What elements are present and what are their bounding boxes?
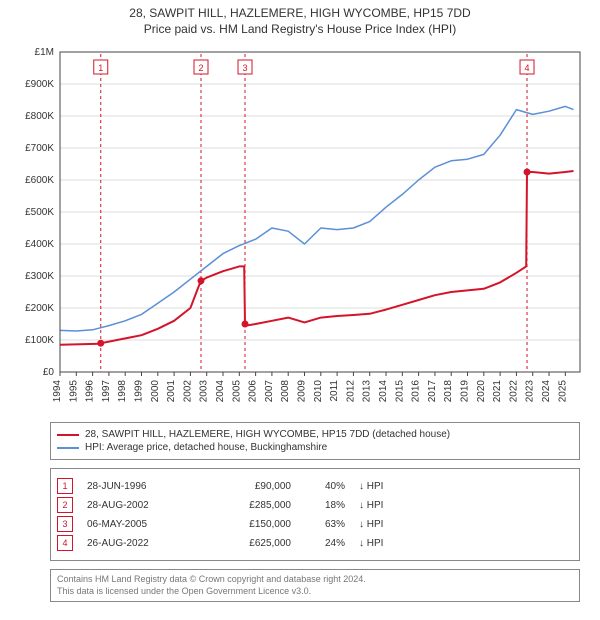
transaction-row: 1 28-JUN-1996 £90,000 40% ↓ HPI [57, 478, 573, 494]
transactions-box: 1 28-JUN-1996 £90,000 40% ↓ HPI 2 28-AUG-2002 £… [50, 468, 580, 561]
transaction-direction: ↓ HPI [359, 481, 409, 492]
svg-text:2004: 2004 [215, 380, 226, 403]
svg-text:£600K: £600K [25, 175, 54, 186]
svg-text:2016: 2016 [411, 380, 422, 403]
legend-swatch [57, 447, 79, 449]
legend-label: HPI: Average price, detached house, Buck… [85, 442, 327, 453]
svg-text:2001: 2001 [166, 380, 177, 403]
footer-line2: This data is licensed under the Open Gov… [57, 586, 573, 598]
title-subtitle: Price paid vs. HM Land Registry's House … [10, 22, 590, 36]
svg-text:1997: 1997 [101, 380, 112, 403]
transaction-price: £285,000 [211, 500, 291, 511]
svg-text:2008: 2008 [280, 380, 291, 403]
transaction-pct: 18% [305, 500, 345, 511]
legend: 28, SAWPIT HILL, HAZLEMERE, HIGH WYCOMBE… [50, 422, 580, 460]
transaction-price: £625,000 [211, 538, 291, 549]
svg-text:2019: 2019 [460, 380, 471, 403]
svg-text:£200K: £200K [25, 303, 54, 314]
svg-text:4: 4 [525, 63, 530, 73]
svg-text:1: 1 [98, 63, 103, 73]
svg-text:2022: 2022 [508, 380, 519, 403]
transaction-direction: ↓ HPI [359, 538, 409, 549]
svg-text:2007: 2007 [264, 380, 275, 403]
svg-text:2009: 2009 [297, 380, 308, 403]
title-address: 28, SAWPIT HILL, HAZLEMERE, HIGH WYCOMBE… [10, 6, 590, 20]
svg-text:2017: 2017 [427, 380, 438, 403]
svg-text:£300K: £300K [25, 271, 54, 282]
svg-text:2006: 2006 [248, 380, 259, 403]
legend-label: 28, SAWPIT HILL, HAZLEMERE, HIGH WYCOMBE… [85, 429, 450, 440]
transaction-marker: 3 [57, 516, 73, 532]
legend-item: 28, SAWPIT HILL, HAZLEMERE, HIGH WYCOMBE… [57, 429, 573, 440]
svg-text:£400K: £400K [25, 239, 54, 250]
transaction-pct: 63% [305, 519, 345, 530]
svg-text:£100K: £100K [25, 335, 54, 346]
transaction-row: 2 28-AUG-2002 £285,000 18% ↓ HPI [57, 497, 573, 513]
svg-text:2003: 2003 [199, 380, 210, 403]
svg-text:£1M: £1M [35, 47, 54, 58]
svg-text:2013: 2013 [362, 380, 373, 403]
transaction-date: 28-JUN-1996 [87, 481, 197, 492]
svg-text:2018: 2018 [443, 380, 454, 403]
svg-text:£900K: £900K [25, 79, 54, 90]
transaction-price: £90,000 [211, 481, 291, 492]
svg-text:2015: 2015 [394, 380, 405, 403]
transaction-row: 3 06-MAY-2005 £150,000 63% ↓ HPI [57, 516, 573, 532]
transaction-marker: 1 [57, 478, 73, 494]
svg-text:2014: 2014 [378, 380, 389, 403]
footer: Contains HM Land Registry data © Crown c… [50, 569, 580, 602]
transaction-date: 26-AUG-2022 [87, 538, 197, 549]
transaction-date: 06-MAY-2005 [87, 519, 197, 530]
legend-item: HPI: Average price, detached house, Buck… [57, 442, 573, 453]
transaction-pct: 40% [305, 481, 345, 492]
footer-line1: Contains HM Land Registry data © Crown c… [57, 574, 573, 586]
svg-text:2: 2 [198, 63, 203, 73]
svg-text:1998: 1998 [117, 380, 128, 403]
svg-text:£800K: £800K [25, 111, 54, 122]
svg-text:2011: 2011 [329, 380, 340, 402]
svg-text:2024: 2024 [541, 380, 552, 403]
svg-text:3: 3 [243, 63, 248, 73]
svg-text:2012: 2012 [345, 380, 356, 403]
chart-area: £0 £100K £200K £300K £400K £500K £600K £700K £80… [0, 38, 600, 414]
svg-text:2000: 2000 [150, 380, 161, 403]
svg-text:1999: 1999 [134, 380, 145, 403]
svg-text:£500K: £500K [25, 207, 54, 218]
svg-text:£700K: £700K [25, 143, 54, 154]
transaction-marker: 2 [57, 497, 73, 513]
legend-swatch [57, 434, 79, 436]
svg-text:2025: 2025 [557, 380, 568, 403]
svg-text:2020: 2020 [476, 380, 487, 403]
svg-text:1995: 1995 [68, 380, 79, 403]
svg-text:2023: 2023 [525, 380, 536, 403]
transaction-row: 4 26-AUG-2022 £625,000 24% ↓ HPI [57, 535, 573, 551]
chart-svg: £0 £100K £200K £300K £400K £500K £600K £700K £80… [10, 42, 590, 414]
transaction-date: 28-AUG-2002 [87, 500, 197, 511]
transaction-marker: 4 [57, 535, 73, 551]
transaction-direction: ↓ HPI [359, 519, 409, 530]
transaction-direction: ↓ HPI [359, 500, 409, 511]
svg-text:1996: 1996 [85, 380, 96, 403]
svg-text:2010: 2010 [313, 380, 324, 403]
svg-text:2021: 2021 [492, 380, 503, 403]
transaction-price: £150,000 [211, 519, 291, 530]
chart-titles: 28, SAWPIT HILL, HAZLEMERE, HIGH WYCOMBE… [0, 0, 600, 38]
transaction-pct: 24% [305, 538, 345, 549]
svg-text:2005: 2005 [231, 380, 242, 403]
svg-text:2002: 2002 [182, 380, 193, 403]
page: 28, SAWPIT HILL, HAZLEMERE, HIGH WYCOMBE… [0, 0, 600, 602]
svg-text:£0: £0 [43, 367, 55, 378]
svg-text:1994: 1994 [52, 380, 63, 403]
